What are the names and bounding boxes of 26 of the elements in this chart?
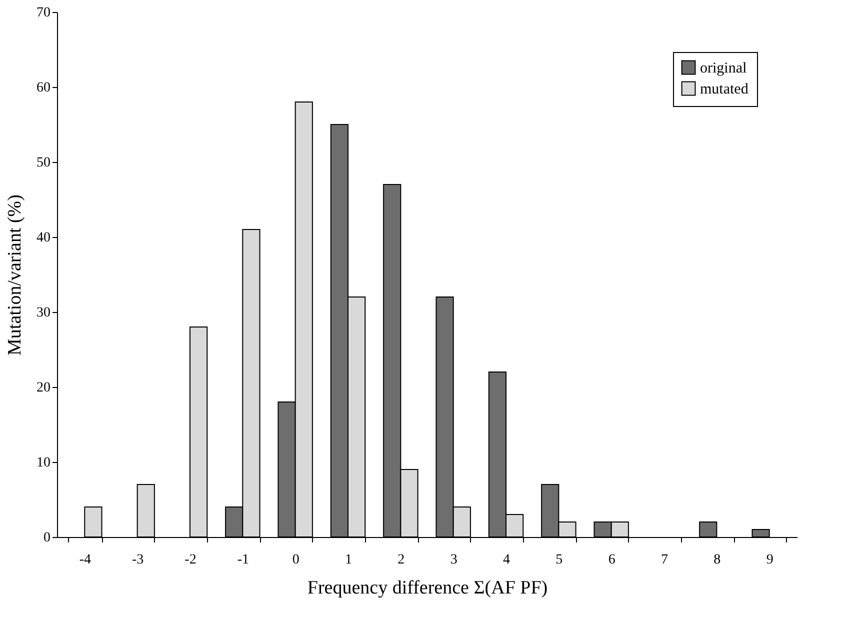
y-tick-label: 30 (36, 306, 50, 320)
y-tick-label: 60 (36, 80, 50, 96)
y-tick-label: 40 (36, 230, 50, 246)
x-tick-label: -4 (79, 552, 91, 568)
legend-label: original (700, 60, 747, 76)
y-tick-label: 0 (44, 530, 50, 546)
x-tick-label: 8 (714, 552, 721, 568)
x-tick-label: 7 (661, 552, 668, 568)
y-tick-label: 10 (36, 456, 50, 470)
x-tick-label: 6 (608, 552, 616, 568)
y-tick-label: 70 (36, 6, 50, 20)
legend-label: mutated (700, 82, 749, 98)
x-tick-label: -1 (237, 552, 249, 568)
x-tick-label: 4 (503, 552, 510, 568)
x-tick-label: 0 (292, 552, 300, 568)
x-tick-label: 1 (344, 552, 352, 568)
x-tick-label: 2 (398, 552, 405, 568)
x-axis-title: Frequency difference Σ(AF PF) (307, 578, 548, 598)
x-tick-label: 5 (556, 552, 563, 568)
x-tick-label: 3 (450, 552, 458, 568)
x-tick-label: -2 (184, 552, 196, 568)
x-tick-label: -3 (132, 552, 144, 568)
y-axis-title: Mutation/variant (%) (4, 194, 26, 356)
y-tick-label: 50 (36, 156, 50, 170)
y-tick-label: 20 (36, 380, 50, 396)
x-tick-label: 9 (766, 552, 774, 568)
